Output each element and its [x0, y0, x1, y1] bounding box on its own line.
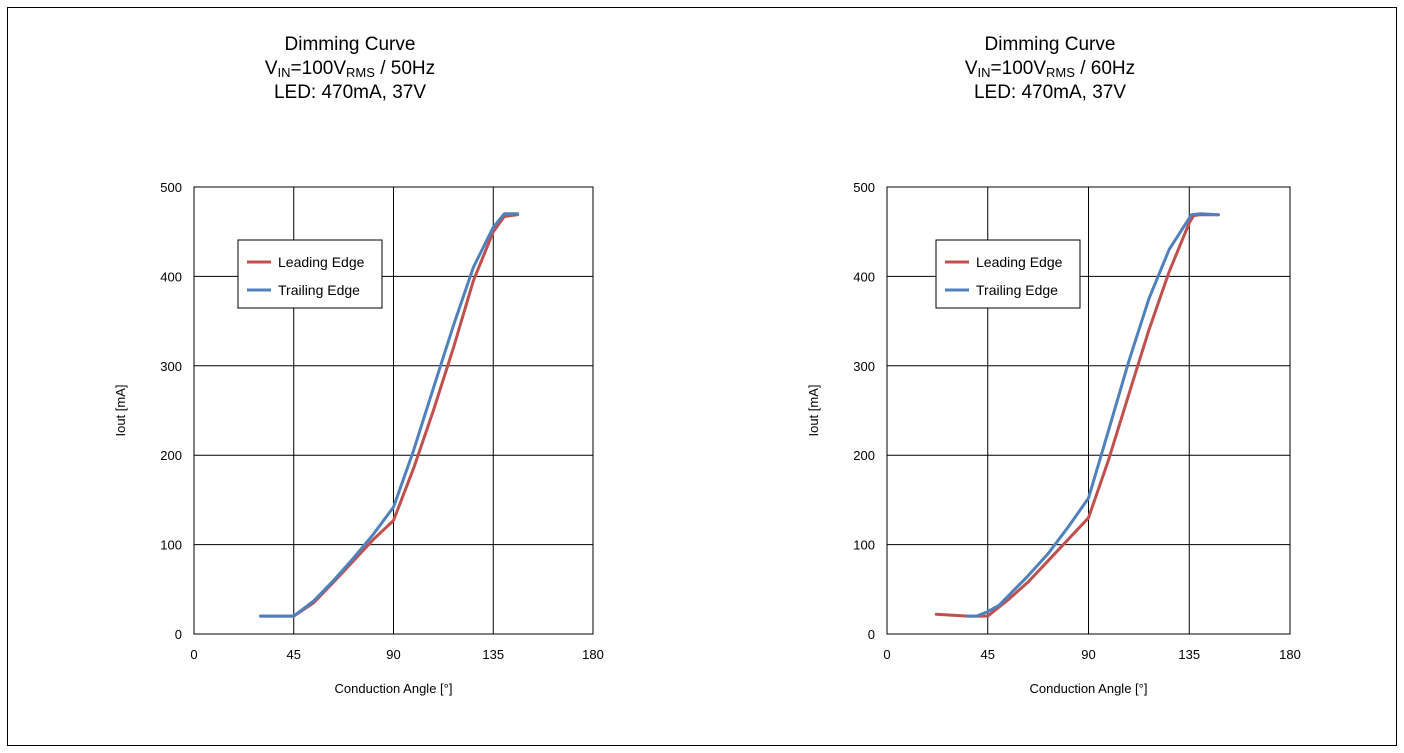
y-tick-label: 500 — [160, 180, 182, 195]
x-tick-label: 180 — [582, 647, 604, 662]
legend-label: Leading Edge — [976, 254, 1063, 270]
x-tick-label: 45 — [981, 647, 995, 662]
chart-title: Dimming Curve VIN=100VRMS / 50Hz LED: 47… — [0, 33, 700, 105]
x-axis-label: Conduction Angle [°] — [1030, 681, 1148, 696]
legend-label: Trailing Edge — [976, 282, 1058, 298]
vrms-value: =100V — [290, 58, 347, 79]
legend: Leading Edge Trailing Edge — [935, 239, 1081, 309]
chart-title-line3: LED: 470mA, 37V — [273, 82, 427, 103]
y-tick-label: 0 — [175, 627, 182, 642]
x-axis-label: Conduction Angle [°] — [335, 681, 453, 696]
vin-label: V — [264, 58, 278, 79]
chart-title-line1: Dimming Curve — [284, 34, 416, 55]
y-tick-label: 300 — [853, 359, 875, 374]
x-tick-label: 0 — [883, 647, 890, 662]
y-tick-label: 300 — [160, 359, 182, 374]
frame-divider — [1396, 7, 1397, 117]
series-line-trailing-edge — [966, 212, 1220, 618]
chart-title-line2: VIN=100VRMS / 50Hz — [0, 57, 700, 81]
y-tick-label: 400 — [853, 269, 875, 284]
legend-label: Leading Edge — [278, 254, 365, 270]
vin-subscript: IN — [277, 65, 291, 80]
legend: Leading Edge Trailing Edge — [237, 239, 383, 309]
y-tick-label: 500 — [853, 180, 875, 195]
x-tick-label: 45 — [287, 647, 301, 662]
x-tick-label: 135 — [1178, 647, 1200, 662]
vrms-value: =100V — [990, 58, 1047, 79]
dimming-curve-chart-60hz: 0 45 90 135 180 0 100 200 300 400 500 Conduction An… — [806, 180, 1301, 696]
y-tick-label: 0 — [868, 627, 875, 642]
x-tick-label: 0 — [190, 647, 197, 662]
plot-area — [886, 186, 1291, 635]
chart-title: Dimming Curve VIN=100VRMS / 60Hz LED: 47… — [700, 33, 1400, 105]
y-tick-label: 100 — [160, 538, 182, 553]
frequency-label: / 60Hz — [1074, 58, 1136, 79]
y-axis-label: Iout [mA] — [806, 384, 821, 436]
chart-panel-60hz: Dimming Curve VIN=100VRMS / 60Hz LED: 47… — [700, 0, 1400, 753]
legend-label: Trailing Edge — [278, 282, 360, 298]
figure-frame — [7, 7, 1397, 746]
frequency-label: / 50Hz — [374, 58, 436, 79]
chart-title-line2: VIN=100VRMS / 60Hz — [700, 57, 1400, 81]
x-tick-label: 90 — [1081, 647, 1095, 662]
rms-subscript: RMS — [1046, 65, 1075, 80]
y-tick-label: 400 — [160, 269, 182, 284]
vin-subscript: IN — [977, 65, 991, 80]
legend-box — [237, 239, 383, 309]
y-tick-label: 200 — [853, 448, 875, 463]
x-tick-label: 180 — [1279, 647, 1301, 662]
series-line-trailing-edge — [259, 212, 520, 618]
rms-subscript: RMS — [346, 65, 375, 80]
dimming-curve-chart-50hz: 0 45 90 135 180 0 100 200 300 400 500 Conduction An… — [113, 180, 604, 696]
plot-area — [193, 186, 594, 635]
y-tick-label: 100 — [853, 538, 875, 553]
y-axis-label: Iout [mA] — [113, 384, 128, 436]
legend-box — [935, 239, 1081, 309]
chart-title-line3: LED: 470mA, 37V — [973, 82, 1127, 103]
chart-panel-50hz: Dimming Curve VIN=100VRMS / 50Hz LED: 47… — [0, 0, 700, 753]
x-tick-label: 135 — [482, 647, 504, 662]
vin-label: V — [964, 58, 978, 79]
x-tick-label: 90 — [386, 647, 400, 662]
y-tick-label: 200 — [160, 448, 182, 463]
series-line-leading-edge — [934, 213, 1220, 618]
chart-title-line1: Dimming Curve — [984, 34, 1116, 55]
